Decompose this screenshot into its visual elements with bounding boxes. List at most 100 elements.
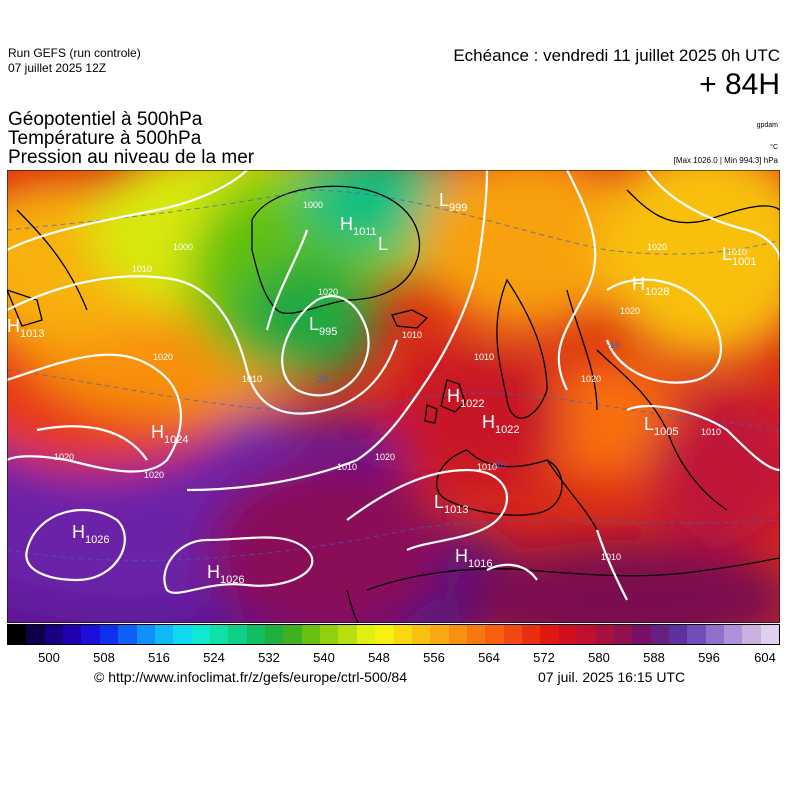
color-scale-swatch [283, 625, 302, 644]
weather-map[interactable]: 1000 1000 1010 1020 1010 1020 1010 1020 1020 1020… [7, 170, 780, 623]
color-scale-swatch [99, 625, 119, 644]
isobar-label: 1020 [620, 306, 640, 316]
color-scale-swatch [705, 625, 725, 644]
color-scale-tick: 588 [643, 650, 665, 665]
temperature-labels: -20 -15 -10 [315, 340, 620, 470]
high-pressure-label: H1024 [151, 422, 188, 446]
isobar-label: 1020 [144, 470, 164, 480]
color-scale-swatch [540, 625, 559, 644]
color-scale-swatch [687, 625, 706, 644]
high-pressure-label: H1026 [72, 522, 109, 546]
parameter-geopotential: Géopotentiel à 500hPa [8, 109, 203, 130]
high-pressure-label: H1028 [632, 274, 669, 298]
isobar-label: 1020 [375, 452, 395, 462]
color-scale-swatch [632, 625, 651, 644]
high-pressure-label: H1022 [447, 386, 484, 410]
unit-temperature: °C [770, 144, 778, 151]
parameter-pressure: Pression au niveau de la mer [8, 147, 255, 168]
color-scale-swatch [136, 625, 155, 644]
isobar-label: 1020 [581, 374, 601, 384]
isobar-label: 1010 [402, 330, 422, 340]
forecast-valid-time: Echéance : vendredi 11 juillet 2025 0h U… [453, 46, 780, 65]
color-scale-swatch [742, 625, 761, 644]
color-scale-swatch [63, 625, 82, 644]
high-pressure-label: H1022 [482, 412, 519, 436]
low-pressure-label: L999 [439, 190, 467, 214]
color-scale-tick: 556 [423, 650, 445, 665]
isobar-label: 1010 [477, 462, 497, 472]
isobar-label: 1010 [337, 462, 357, 472]
color-scale-swatch [265, 625, 284, 644]
color-scale-swatch [724, 625, 743, 644]
color-scale-swatch [577, 625, 596, 644]
color-scale-swatch [503, 625, 523, 644]
pressure-range: [Max 1026.0 | Min 994.3] hPa [673, 156, 778, 165]
isobar-label: 1020 [153, 352, 173, 362]
color-scale-swatch [393, 625, 412, 644]
lead-time: + 84H [699, 68, 780, 101]
high-pressure-label: H1013 [7, 316, 44, 340]
isobar-label: 1010 [727, 247, 747, 257]
color-scale-swatch [650, 625, 669, 644]
color-scale-swatch [558, 625, 578, 644]
color-scale-swatch [466, 625, 486, 644]
parameter-temperature: Température à 500hPa [8, 128, 202, 149]
isobar-label: 1010 [701, 427, 721, 437]
color-scale-swatch [356, 625, 376, 644]
isobar-label: 1010 [474, 352, 494, 362]
isobar-label: 1020 [647, 242, 667, 252]
color-scale-swatch [81, 625, 100, 644]
generation-time: 07 juil. 2025 16:15 UTC [538, 669, 686, 685]
color-scale-tick: 508 [93, 650, 115, 665]
color-scale-swatch [595, 625, 614, 644]
color-scale-swatch [375, 625, 394, 644]
color-scale-swatch [448, 625, 467, 644]
color-scale-swatch [8, 625, 27, 644]
isobar-label: 1020 [318, 287, 338, 297]
color-scale-swatch [411, 625, 431, 644]
color-scale-tick: 540 [313, 650, 335, 665]
isobar-label: 1010 [601, 552, 621, 562]
color-scale-swatch [228, 625, 247, 644]
copyright-link[interactable]: © http://www.infoclimat.fr/z/gefs/europe… [94, 669, 408, 685]
isobar-label: 1000 [303, 200, 323, 210]
isobar-label: 1010 [132, 264, 152, 274]
isotherm-label: -10 [493, 460, 506, 470]
color-scale-tick: 548 [368, 650, 390, 665]
low-pressure-label: L1005 [644, 414, 679, 438]
isotherm-label: -20 [315, 374, 328, 384]
low-pressure-label: L1013 [434, 492, 469, 516]
color-scale-swatch [173, 625, 192, 644]
color-scale-swatch [154, 625, 174, 644]
run-date: 07 juillet 2025 12Z [8, 61, 107, 75]
color-scale-swatch [760, 625, 780, 644]
high-pressure-label: H1016 [455, 546, 492, 570]
color-scale-tick: 596 [698, 650, 720, 665]
color-scale-swatch [522, 625, 541, 644]
isobar-labels: 1000 1000 1010 1020 1010 1020 1010 1020 1020 1020… [54, 200, 747, 562]
color-scale-swatch [430, 625, 449, 644]
isobar-label: 1010 [242, 374, 262, 384]
high-pressure-label: H1011 [340, 214, 377, 238]
color-scale-tick: 572 [533, 650, 555, 665]
color-scale-swatch [191, 625, 210, 644]
isobar-label: 1020 [54, 452, 74, 462]
color-scale-tick: 604 [754, 650, 776, 665]
color-scale-swatch [320, 625, 339, 644]
color-scale-swatch [668, 625, 688, 644]
low-pressure-label: L [378, 234, 388, 254]
color-scale-tick: 580 [588, 650, 610, 665]
color-scale-swatch [301, 625, 321, 644]
color-scale-tick: 500 [38, 650, 60, 665]
color-scale-tick: 564 [478, 650, 500, 665]
color-scale-tick: 532 [258, 650, 280, 665]
isotherm-label: -15 [607, 340, 620, 350]
color-scale-swatch [485, 625, 504, 644]
color-scale-swatch [338, 625, 357, 644]
color-scale-swatch [44, 625, 64, 644]
color-scale-swatch [118, 625, 137, 644]
color-scale-swatch [26, 625, 45, 644]
color-scale-swatch [613, 625, 633, 644]
isobars [7, 170, 780, 601]
